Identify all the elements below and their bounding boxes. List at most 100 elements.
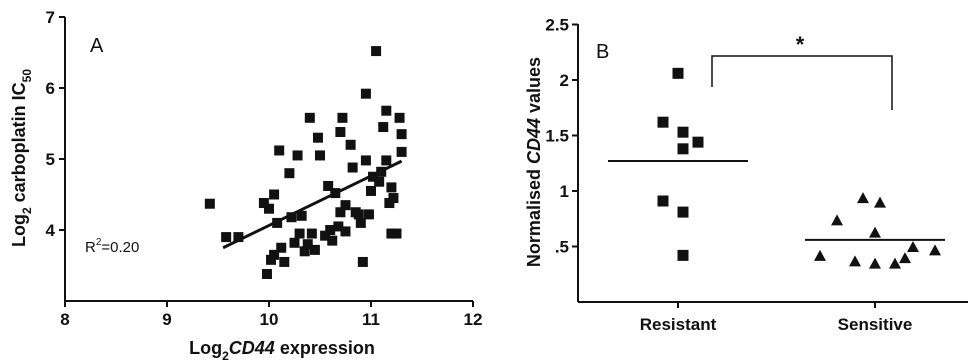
data-point [374, 176, 385, 187]
data-point [333, 221, 344, 232]
panel-a-points [204, 46, 407, 280]
y-tick-label: 7 [46, 8, 55, 27]
data-point [355, 217, 366, 228]
data-point-triangle [869, 257, 881, 269]
data-point [327, 235, 338, 246]
data-point [386, 228, 397, 239]
x-tick-label: 9 [162, 310, 171, 329]
y-tick-label: .5 [555, 238, 569, 257]
data-point-square [657, 195, 669, 207]
data-point [323, 180, 334, 191]
data-point [391, 228, 402, 239]
data-point [320, 230, 331, 241]
data-point-square [677, 206, 689, 218]
x-tick-label: 10 [260, 310, 279, 329]
data-point [221, 232, 232, 243]
y-tick-label: 2 [560, 71, 569, 90]
panel-a-x-ticks: 8 9 10 11 12 [60, 301, 482, 329]
data-point [312, 132, 323, 143]
regression-line [222, 159, 403, 250]
data-point [353, 209, 364, 220]
data-point-triangle [929, 244, 941, 256]
data-point [302, 239, 313, 250]
data-point [396, 129, 407, 140]
data-point [340, 226, 351, 237]
panel-a: A 8 9 10 11 12 4 5 6 7 R2=0.20 Log2CD44 express… [9, 8, 482, 362]
data-point [274, 145, 285, 156]
data-point [284, 168, 295, 179]
y-tick-label: 2.5 [545, 16, 569, 35]
category-label: Sensitive [838, 315, 913, 334]
panel-a-label: A [90, 35, 104, 57]
data-point [296, 210, 307, 221]
data-point [325, 225, 336, 235]
data-point [309, 244, 320, 255]
data-point [264, 203, 274, 214]
data-point [261, 269, 272, 280]
data-point [381, 155, 392, 166]
data-point [386, 182, 397, 193]
data-point-triangle [869, 226, 881, 238]
data-point [360, 88, 371, 99]
data-point [304, 112, 315, 123]
data-point [269, 189, 280, 200]
data-point [337, 112, 348, 123]
data-point-triangle [831, 214, 843, 226]
data-point [279, 256, 290, 267]
data-point [371, 46, 382, 57]
r-squared-annotation: R2=0.20 [85, 237, 139, 256]
data-point [335, 127, 346, 138]
data-point-square [677, 249, 689, 261]
data-point [345, 139, 356, 150]
data-point-triangle [899, 252, 911, 264]
data-point [381, 105, 392, 116]
data-point-triangle [907, 241, 919, 252]
data-point [340, 200, 351, 211]
category-label: Resistant [640, 315, 717, 334]
panel-b-label: B [596, 41, 609, 63]
panel-b: B 2.521.51.5 Resistant Sensitive * Normal… [524, 16, 968, 334]
data-point [363, 209, 374, 220]
panel-a-y-ticks: 4 5 6 7 [46, 8, 65, 240]
data-point-square [672, 67, 684, 79]
y-tick-label: 5 [46, 150, 55, 169]
significance-star: * [796, 32, 805, 57]
x-tick-label: 11 [362, 310, 380, 329]
data-point [357, 256, 368, 267]
panel-b-points [657, 67, 941, 269]
data-point [204, 198, 215, 209]
panel-a-y-axis-label: Log2 carboplatin IC50 [9, 69, 34, 247]
data-point [292, 150, 303, 161]
data-point [289, 237, 300, 248]
data-point-square [677, 143, 689, 155]
data-point-square [677, 126, 689, 138]
panel-b-categories: Resistant Sensitive [640, 302, 913, 334]
data-point [366, 185, 376, 196]
data-point-triangle [889, 257, 901, 269]
y-tick-label: 1 [560, 182, 569, 201]
data-point [315, 150, 325, 161]
data-point [306, 228, 317, 239]
panel-b-means [608, 160, 945, 241]
data-point [286, 212, 297, 223]
data-point [335, 207, 346, 218]
panel-b-axes [577, 24, 968, 303]
y-tick-label: 6 [46, 79, 55, 98]
data-point-triangle [857, 192, 869, 204]
data-point-triangle [849, 255, 861, 267]
y-tick-label: 1.5 [545, 127, 569, 146]
x-tick-label: 12 [464, 310, 483, 329]
panel-a-x-axis-label: Log2CD44 expression [189, 338, 375, 362]
x-tick-label: 8 [60, 310, 69, 329]
data-point-triangle [874, 196, 886, 208]
data-point [347, 162, 358, 173]
data-point [276, 242, 287, 253]
data-point [360, 155, 371, 166]
panel-b-y-axis-label: Normalised CD44 values [524, 57, 544, 267]
data-point [378, 122, 389, 133]
data-point-square [692, 136, 704, 148]
data-point [368, 171, 379, 182]
data-point [388, 193, 399, 204]
data-point [233, 232, 244, 243]
